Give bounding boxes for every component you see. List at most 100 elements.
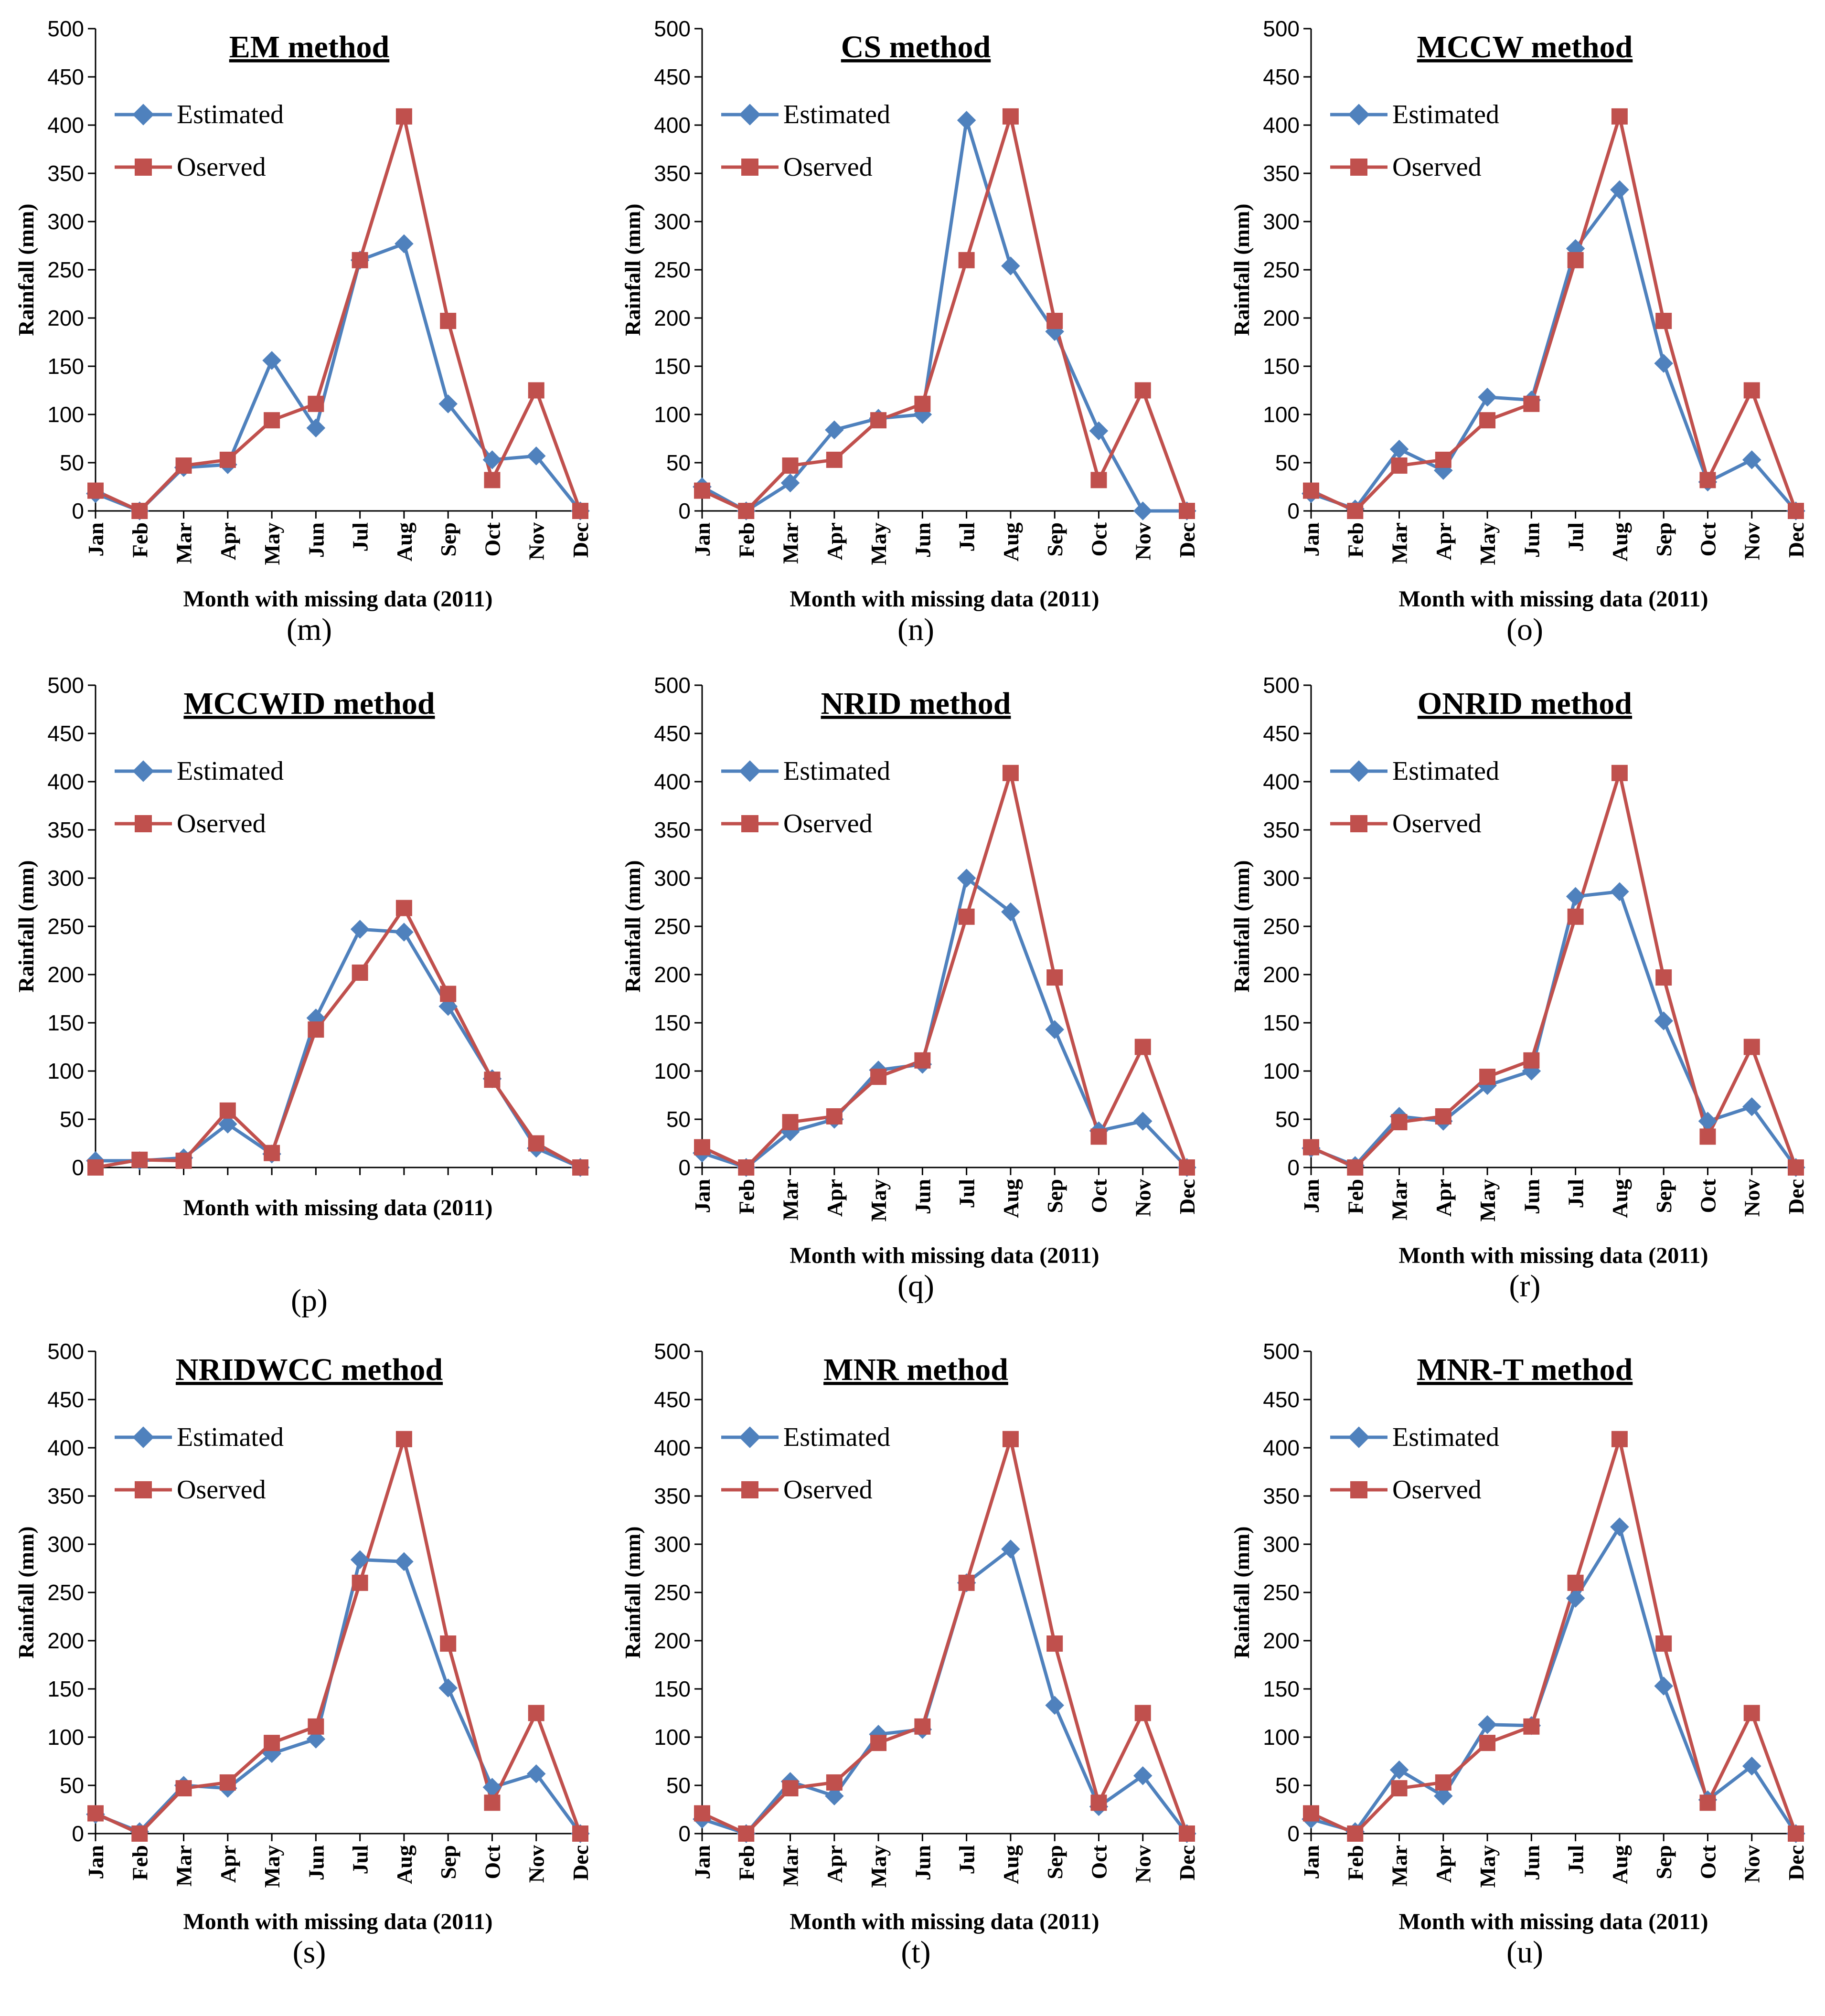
legend-label: Oserved xyxy=(177,809,266,838)
point-observed xyxy=(1788,1159,1804,1176)
x-axis-title: Month with missing data (2011) xyxy=(1398,1909,1708,1934)
point-observed xyxy=(1435,451,1451,468)
x-tick-label: Apr xyxy=(1431,522,1456,560)
x-tick-label: May xyxy=(1475,1179,1500,1221)
point-observed xyxy=(958,252,975,268)
y-tick-label: 0 xyxy=(72,1821,84,1846)
y-tick-label: 50 xyxy=(666,1107,691,1132)
point-observed xyxy=(1743,1039,1760,1055)
series-line-estimated xyxy=(95,242,582,513)
point-observed xyxy=(1655,969,1672,986)
legend-marker-diamond xyxy=(739,1426,761,1448)
series-line-observed xyxy=(701,115,1189,513)
y-tick-label: 500 xyxy=(654,1339,691,1364)
legend-label: Oserved xyxy=(177,152,266,182)
y-tick-label: 250 xyxy=(1263,1580,1300,1605)
point-observed xyxy=(738,503,755,519)
point-observed xyxy=(826,1108,843,1125)
x-tick-label: Aug xyxy=(999,1845,1023,1884)
y-tick-label: 300 xyxy=(47,1532,84,1557)
point-observed xyxy=(1046,969,1063,986)
point-estimated xyxy=(1045,1020,1064,1039)
point-observed xyxy=(914,395,931,412)
point-observed xyxy=(914,1052,931,1069)
y-tick-label: 150 xyxy=(47,1010,84,1035)
point-estimated xyxy=(1654,1011,1673,1030)
point-observed xyxy=(1391,457,1408,474)
x-tick-label: Sep xyxy=(1043,1845,1067,1879)
x-tick-label: Nov xyxy=(1740,1179,1764,1217)
x-tick-label: Sep xyxy=(1652,1845,1676,1879)
point-observed xyxy=(131,503,148,519)
panel-label: (t) xyxy=(901,1935,930,1970)
point-observed xyxy=(352,252,368,268)
x-axis-title: Month with missing data (2011) xyxy=(183,1909,492,1934)
y-tick-label: 400 xyxy=(1263,769,1300,794)
point-estimated xyxy=(780,473,800,493)
panel-label: (o) xyxy=(1506,612,1543,647)
point-observed xyxy=(87,1159,104,1176)
y-tick-label: 0 xyxy=(678,1821,691,1846)
y-tick-label: 150 xyxy=(1263,354,1300,379)
y-tick-label: 150 xyxy=(654,1676,691,1701)
x-tick-label: Sep xyxy=(1043,522,1067,557)
legend-label: Oserved xyxy=(783,809,873,838)
x-axis-title: Month with missing data (2011) xyxy=(183,1195,492,1220)
x-tick-label: Jul xyxy=(955,522,979,552)
x-tick-label: Feb xyxy=(1343,522,1367,558)
point-estimated xyxy=(1045,1696,1064,1715)
point-observed xyxy=(1179,1825,1195,1842)
point-observed xyxy=(1523,1718,1540,1735)
y-tick-label: 400 xyxy=(654,113,691,138)
point-estimated xyxy=(1133,501,1153,520)
y-tick-label: 150 xyxy=(47,354,84,379)
legend-label: Estimated xyxy=(177,756,284,786)
series-line-observed xyxy=(95,906,581,1169)
y-tick-label: 500 xyxy=(1263,673,1300,698)
series-line-estimated xyxy=(96,927,581,1169)
y-tick-label: 100 xyxy=(1263,1725,1300,1750)
chart-title: MNR method xyxy=(823,1352,1008,1387)
x-tick-label: Aug xyxy=(1608,1845,1632,1884)
chart-panel: 0 50 100 150 200 250 300 350 400 450 500 Month with… xyxy=(14,673,590,1318)
legend-marker-diamond xyxy=(1348,104,1370,126)
x-tick-label: Jan xyxy=(1299,1179,1323,1213)
point-observed xyxy=(1002,108,1019,125)
legend-marker-square xyxy=(741,159,758,176)
point-observed xyxy=(782,1780,799,1797)
x-tick-label: Feb xyxy=(128,1845,152,1880)
legend-label: Estimated xyxy=(1392,1422,1499,1452)
series-line-estimated xyxy=(701,118,1187,513)
y-tick-label: 450 xyxy=(654,64,691,89)
point-observed xyxy=(308,395,324,412)
point-observed xyxy=(1655,313,1672,329)
x-tick-label: Jul xyxy=(348,522,373,552)
y-tick-label: 250 xyxy=(47,257,84,282)
x-tick-label: Aug xyxy=(392,522,416,562)
y-tick-label: 100 xyxy=(654,1059,691,1083)
x-tick-label: May xyxy=(866,1179,891,1221)
legend-marker-square xyxy=(1350,815,1367,832)
legend-marker-diamond xyxy=(132,104,154,126)
series-line-estimated xyxy=(1310,188,1797,512)
point-observed xyxy=(1611,764,1628,781)
point-observed xyxy=(782,1114,799,1131)
point-observed xyxy=(870,1735,887,1751)
chart-panel: 0 50 100 150 200 250 300 350 400 450 500 Jan Feb Mar A… xyxy=(1229,16,1808,647)
point-estimated xyxy=(1610,1517,1629,1537)
y-tick-label: 300 xyxy=(47,209,84,234)
point-estimated xyxy=(1089,421,1109,441)
point-estimated xyxy=(1742,1097,1761,1116)
point-observed xyxy=(572,503,588,519)
x-tick-label: Feb xyxy=(1343,1845,1367,1880)
point-observed xyxy=(1479,1735,1496,1751)
x-tick-label: Aug xyxy=(392,1845,416,1884)
x-tick-label: Apr xyxy=(822,1179,847,1217)
x-axis-title: Month with missing data (2011) xyxy=(790,586,1099,612)
x-tick-label: Sep xyxy=(436,1845,460,1879)
x-tick-label: Feb xyxy=(734,522,758,558)
legend-marker-square xyxy=(741,1481,758,1498)
y-tick-label: 0 xyxy=(72,499,84,523)
point-estimated xyxy=(1654,354,1673,373)
point-observed xyxy=(1303,482,1319,499)
